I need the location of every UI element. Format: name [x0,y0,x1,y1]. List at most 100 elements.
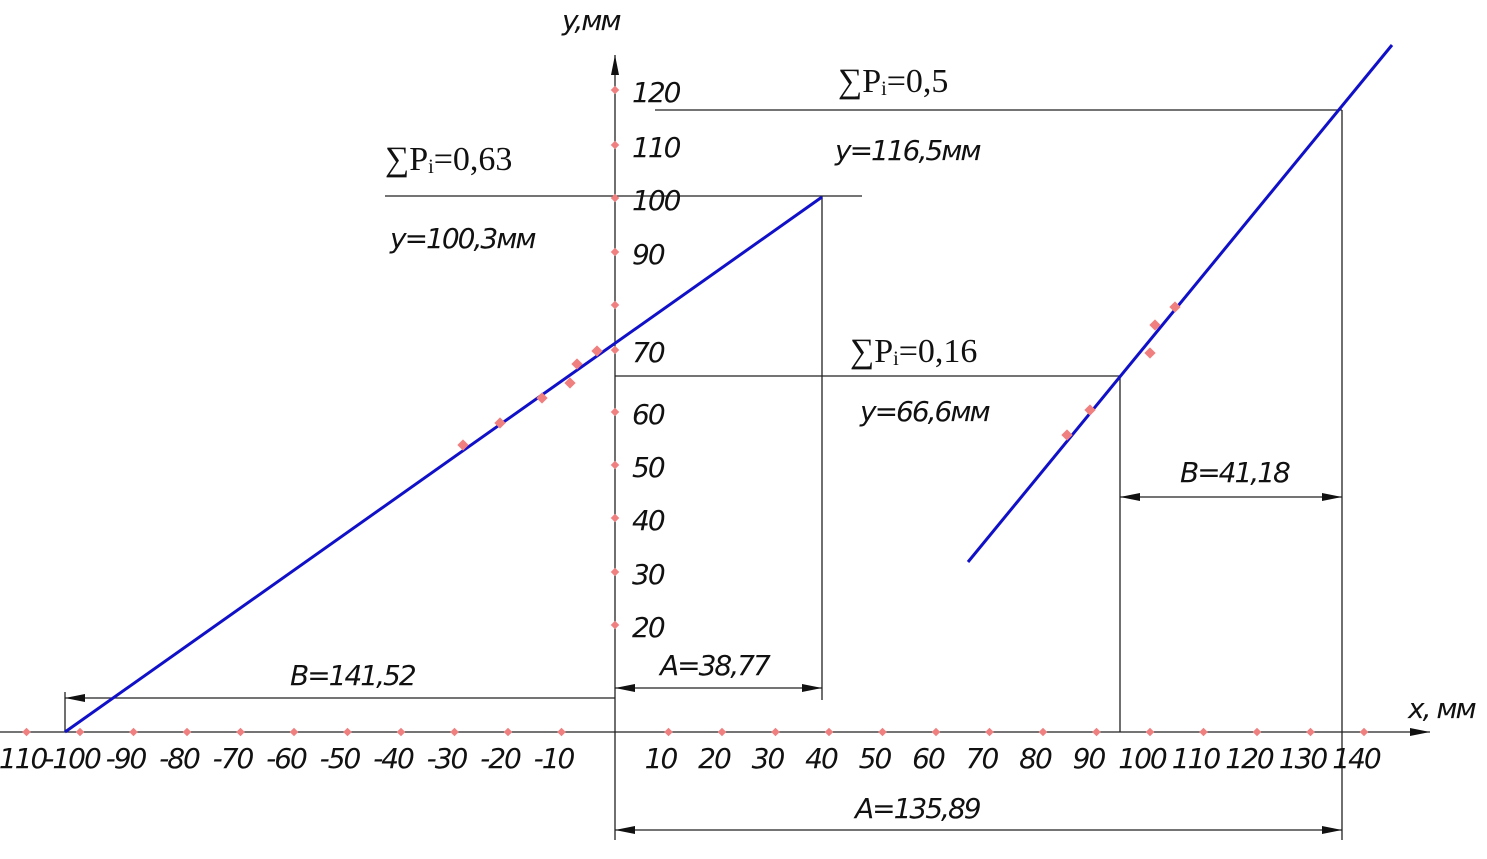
axis-dot [610,85,620,95]
axis-dot [1306,727,1315,737]
point [457,439,469,451]
annotation: y=116,5мм [834,134,981,167]
point [1169,301,1181,313]
point [591,345,603,357]
axis-dot [610,513,620,523]
point [1149,319,1161,331]
axis-dot [610,300,620,310]
x-tick-label: 130 [1279,742,1328,775]
axis-dot [610,460,620,470]
axis-dot [610,193,620,203]
axis-dot [985,727,994,737]
x-axis-title: x, мм [1407,692,1476,725]
point [1084,404,1096,416]
x-tick-label: 100 [1118,742,1167,775]
point [564,377,576,389]
annotation: B=41,18 [1180,456,1290,489]
y-tick-label: 90 [632,238,665,271]
x-tick-label: -40 [373,742,414,775]
x-tick-label: 10 [645,742,678,775]
x-tick-label: -10 [534,742,575,775]
axis-dot [664,727,673,737]
annotation: A=38,77 [658,649,771,682]
axis-dot [75,727,85,737]
axis-dot [610,140,620,150]
point [571,358,583,370]
y-tick-label: 40 [632,504,665,537]
x-tick-label: -30 [427,742,468,775]
y-tick-label: 70 [632,336,665,369]
point [1144,347,1156,359]
axis-dot [610,407,620,417]
x-tick-label: -90 [106,742,147,775]
axis-dot [771,727,780,737]
annotation: y=66,6мм [859,395,990,428]
axis-dot [343,727,352,737]
x-tick-label: 140 [1332,742,1381,775]
x-tick-label: 20 [698,742,731,775]
x-tick-label: 110 [1172,742,1221,775]
axis-dot [396,727,406,737]
axis-dot [289,727,299,737]
x-tick-label: -80 [159,742,200,775]
y-tick-label: 30 [632,558,665,591]
axis-dot [1038,727,1048,737]
guide-lines [64,109,1343,840]
points [22,85,1369,737]
y-tick-label: 120 [632,76,681,109]
axis-dot [610,620,620,630]
axis-dot [610,567,620,577]
labels: -110-100-90 -80 -70 -60 -50 -40 -30 -20 -10 10 20 3… [0,4,1478,825]
axis-dot [129,727,138,737]
x-tick-label: -110 [0,742,47,775]
dimension-arrows [65,493,1342,834]
axis-dot [610,247,620,257]
axis-dot [503,727,513,737]
axis-dot [717,727,727,737]
axis-dot [1092,727,1101,737]
annotation: B=141,52 [290,659,416,692]
axis-dot [450,727,459,737]
point [494,417,506,429]
x-tick-label: 60 [912,742,945,775]
y-tick-label: 60 [632,398,665,431]
annotation: ∑Pᵢ=0,5 [838,63,948,100]
axis-dot [236,727,245,737]
y-tick-label: 20 [632,611,665,644]
y-tick-label: 50 [632,451,665,484]
x-tick-label: -60 [266,742,307,775]
axis-dot [931,727,941,737]
x-tick-label: 90 [1073,742,1106,775]
annotation: A=135,89 [853,792,981,825]
x-tick-label: -100 [44,742,101,775]
annotation: y=100,3мм [389,222,536,255]
x-tick-label: 80 [1019,742,1052,775]
y-tick-label: 100 [632,184,681,217]
x-tick-label: -20 [480,742,521,775]
axis-dot [824,727,834,737]
point [536,392,548,404]
x-tick-label: 40 [805,742,838,775]
axis-dot [182,727,192,737]
axis-dot [1252,727,1262,737]
axis-dot [1199,727,1208,737]
axis-dot [1145,727,1155,737]
axis-dot [557,727,566,737]
y-tick-label: 110 [632,131,681,164]
y-axis-title: y,мм [561,4,621,37]
axis-dot [22,727,31,737]
point [1061,429,1073,441]
axis-dot [878,727,887,737]
x-tick-label: 50 [859,742,892,775]
fit-line [966,44,1394,563]
axis-dot [610,345,620,355]
x-tick-label: -70 [213,742,254,775]
annotation: ∑Pᵢ=0,63 [385,141,512,178]
fit-line [64,195,823,734]
x-tick-label: 30 [752,742,785,775]
x-tick-label: 70 [966,742,999,775]
x-tick-label: -50 [320,742,361,775]
axis-dot [1359,727,1369,737]
x-tick-label: 120 [1225,742,1274,775]
